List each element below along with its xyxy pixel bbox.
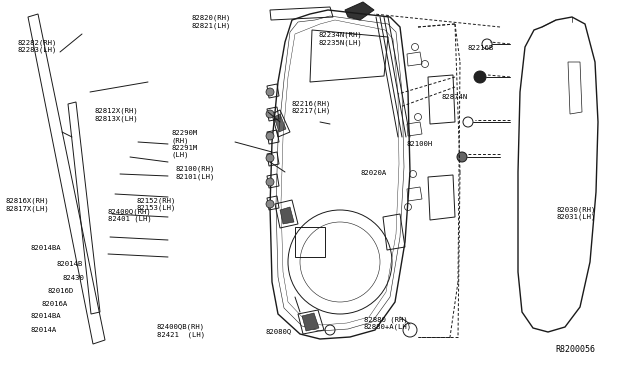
Text: 82014B: 82014B — [56, 261, 83, 267]
Circle shape — [266, 178, 274, 186]
Text: 82016D: 82016D — [48, 288, 74, 294]
Circle shape — [266, 88, 274, 96]
Polygon shape — [280, 207, 294, 224]
Text: 82080Q: 82080Q — [266, 328, 292, 334]
Text: 82030(RH)
82031(LH): 82030(RH) 82031(LH) — [557, 206, 596, 221]
Text: 82100(RH)
82101(LH): 82100(RH) 82101(LH) — [176, 166, 216, 180]
Polygon shape — [302, 313, 319, 331]
Circle shape — [266, 200, 274, 208]
Text: 82290M
(RH)
82291M
(LH): 82290M (RH) 82291M (LH) — [172, 130, 198, 158]
Text: 82100H: 82100H — [406, 141, 433, 147]
Text: 82282(RH)
82283(LH): 82282(RH) 82283(LH) — [18, 39, 58, 53]
Text: 82812X(RH)
82813X(LH): 82812X(RH) 82813X(LH) — [95, 108, 138, 122]
Circle shape — [266, 110, 274, 118]
Text: 82400QB(RH)
82421  (LH): 82400QB(RH) 82421 (LH) — [157, 324, 205, 338]
Text: 82014A: 82014A — [31, 327, 57, 333]
Text: 82152(RH)
82153(LH): 82152(RH) 82153(LH) — [136, 197, 176, 211]
Text: 82020A: 82020A — [360, 170, 387, 176]
Text: 82430: 82430 — [63, 275, 84, 280]
Text: 82820(RH)
82821(LH): 82820(RH) 82821(LH) — [192, 15, 232, 29]
Circle shape — [266, 154, 274, 162]
Text: 82014BA: 82014BA — [31, 245, 61, 251]
Circle shape — [266, 132, 274, 140]
Text: 82016A: 82016A — [42, 301, 68, 307]
Text: 82816X(RH)
82817X(LH): 82816X(RH) 82817X(LH) — [5, 198, 49, 212]
Text: 82216(RH)
82217(LH): 82216(RH) 82217(LH) — [291, 100, 331, 115]
Circle shape — [474, 71, 486, 83]
Text: 82014BA: 82014BA — [31, 313, 61, 319]
Text: R8200056: R8200056 — [556, 345, 595, 354]
Polygon shape — [274, 114, 286, 132]
Text: 82234N(RH)
82235N(LH): 82234N(RH) 82235N(LH) — [319, 32, 362, 46]
Text: 82880 (RH)
82880+A(LH): 82880 (RH) 82880+A(LH) — [364, 316, 412, 330]
Text: 82874N: 82874N — [442, 94, 468, 100]
Circle shape — [457, 152, 467, 162]
Text: 82400Q(RH)
82401 (LH): 82400Q(RH) 82401 (LH) — [108, 208, 151, 222]
Text: 82216B: 82216B — [467, 45, 493, 51]
Polygon shape — [345, 2, 374, 20]
